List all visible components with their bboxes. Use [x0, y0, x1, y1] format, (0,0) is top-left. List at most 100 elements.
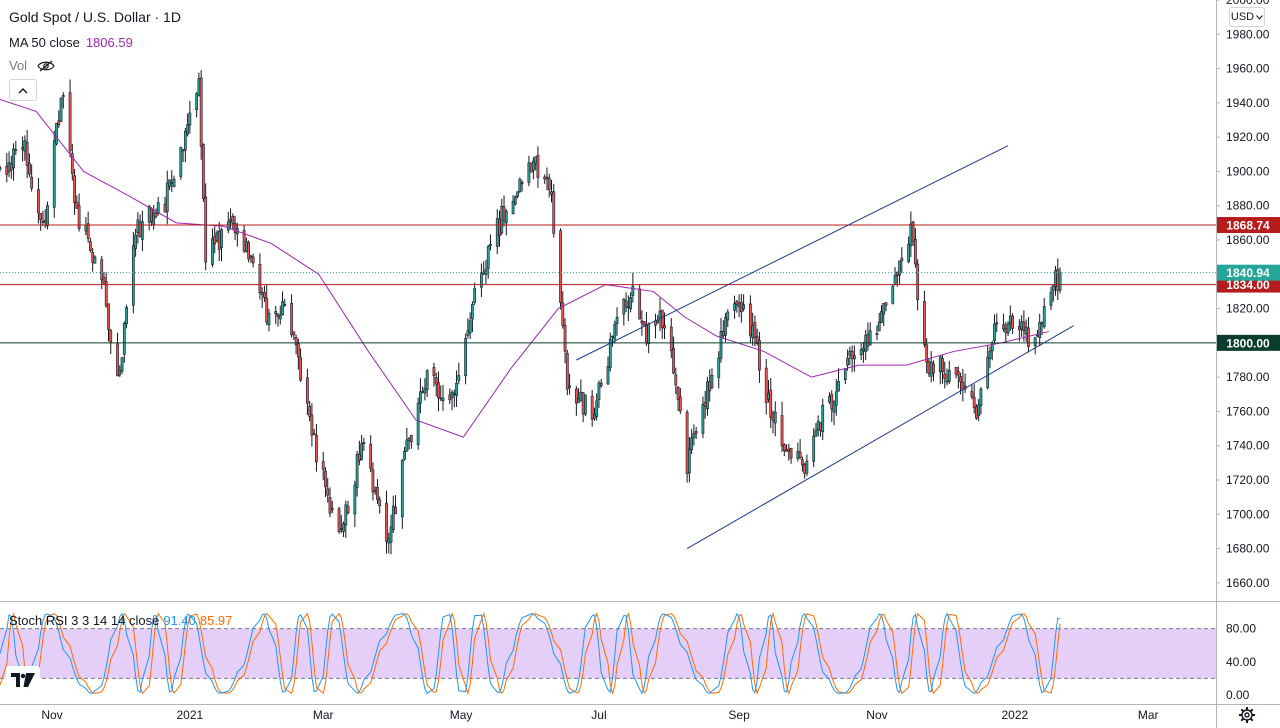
candle-body	[656, 320, 660, 324]
candle-body	[37, 189, 40, 214]
candle-body	[758, 340, 761, 371]
candle-body	[1042, 306, 1046, 328]
candle-body	[292, 331, 296, 336]
candle-body	[1002, 324, 1005, 330]
last-price-tag	[1217, 264, 1280, 281]
candle-body	[450, 391, 454, 398]
candle-body	[419, 391, 422, 404]
candle-body	[834, 391, 838, 406]
price-tick-label: 1820.00	[1226, 302, 1270, 316]
candle-body	[638, 288, 642, 320]
candle-body	[739, 301, 743, 313]
ma-legend-label: MA 50 close	[9, 35, 80, 50]
candle-body	[961, 381, 965, 390]
candle-body	[593, 413, 596, 419]
candle-body	[717, 357, 721, 378]
candle-body	[403, 451, 406, 460]
candle-body	[197, 78, 201, 96]
candle-body	[489, 243, 492, 247]
chevron-up-icon	[18, 87, 28, 93]
last-price-label: 1840.94	[1226, 266, 1270, 280]
candle-body	[260, 291, 264, 295]
candle-body	[830, 394, 834, 410]
candles-group	[0, 70, 1062, 555]
candle-body	[283, 304, 287, 306]
candle-body	[344, 504, 348, 526]
candle-body	[77, 205, 81, 229]
candle-body	[751, 325, 755, 339]
candle-body	[324, 470, 327, 488]
candle-body	[213, 236, 217, 245]
candle-body	[611, 335, 614, 338]
candle-body	[308, 405, 312, 417]
candle-body	[545, 176, 549, 179]
candle-body	[956, 371, 960, 376]
candle-body	[511, 200, 515, 215]
candle-body	[947, 369, 951, 382]
candle-body	[516, 191, 519, 197]
candle-body	[233, 223, 237, 233]
candle-body	[543, 176, 547, 180]
candle-body	[330, 507, 334, 511]
candle-body	[701, 404, 705, 434]
candle-body	[859, 349, 863, 356]
candle-body	[862, 348, 865, 352]
candle-body	[265, 297, 269, 323]
stoch-legend-label: Stoch RSI 3 3 14 14 close	[9, 613, 160, 628]
time-tick-label: Nov	[41, 708, 62, 722]
candle-body	[678, 396, 682, 412]
candle-body	[168, 179, 171, 187]
candle-body	[703, 402, 707, 407]
currency-selector[interactable]: USD	[1229, 7, 1265, 27]
candle-body	[312, 433, 316, 436]
candle-body	[568, 385, 571, 388]
candle-body	[843, 368, 847, 381]
candle-body	[306, 377, 309, 404]
ma-legend-value: 1806.59	[85, 35, 133, 50]
candle-body	[900, 257, 904, 262]
candle-body	[405, 439, 409, 452]
candle-body	[495, 218, 499, 247]
candle-body	[421, 391, 425, 393]
candle-body	[498, 218, 501, 236]
candle-body	[425, 370, 429, 390]
candle-body	[925, 344, 929, 363]
candle-body	[676, 386, 680, 400]
candle-body	[39, 213, 43, 220]
candle-body	[150, 208, 153, 223]
candle-body	[821, 404, 825, 433]
candle-body	[719, 331, 723, 359]
candle-body	[122, 323, 126, 355]
candle-body	[880, 311, 883, 323]
candle-body	[694, 431, 698, 434]
candle-body	[204, 196, 208, 263]
gear-icon[interactable]	[1238, 706, 1256, 724]
candle-body	[520, 182, 524, 184]
eye-hidden-icon[interactable]	[37, 60, 55, 72]
candle-body	[7, 162, 11, 172]
candle-body	[1036, 334, 1039, 337]
price-tick-label: 1880.00	[1226, 199, 1270, 213]
candle-body	[846, 357, 849, 366]
candle-body	[850, 350, 854, 360]
symbol-title-text: Gold Spot / U.S. Dollar · 1D	[9, 9, 181, 25]
candle-body	[249, 255, 253, 258]
candle-body	[439, 397, 443, 400]
candle-body	[916, 263, 920, 301]
candle-body	[816, 420, 820, 431]
candle-body	[561, 302, 565, 326]
vol-legend-label: Vol	[9, 58, 28, 73]
candle-body	[608, 338, 612, 368]
candle-body	[954, 367, 958, 375]
stoch-d-line	[0, 611, 1061, 696]
candle-body	[389, 526, 393, 543]
tradingview-logo[interactable]	[6, 666, 40, 694]
collapse-legend-button[interactable]	[9, 79, 37, 101]
candle-body	[251, 256, 255, 264]
candle-body	[907, 244, 910, 263]
candle-body	[152, 212, 156, 225]
stoch-k-line	[0, 612, 1061, 695]
candle-body	[801, 459, 804, 466]
candle-body	[563, 324, 567, 352]
